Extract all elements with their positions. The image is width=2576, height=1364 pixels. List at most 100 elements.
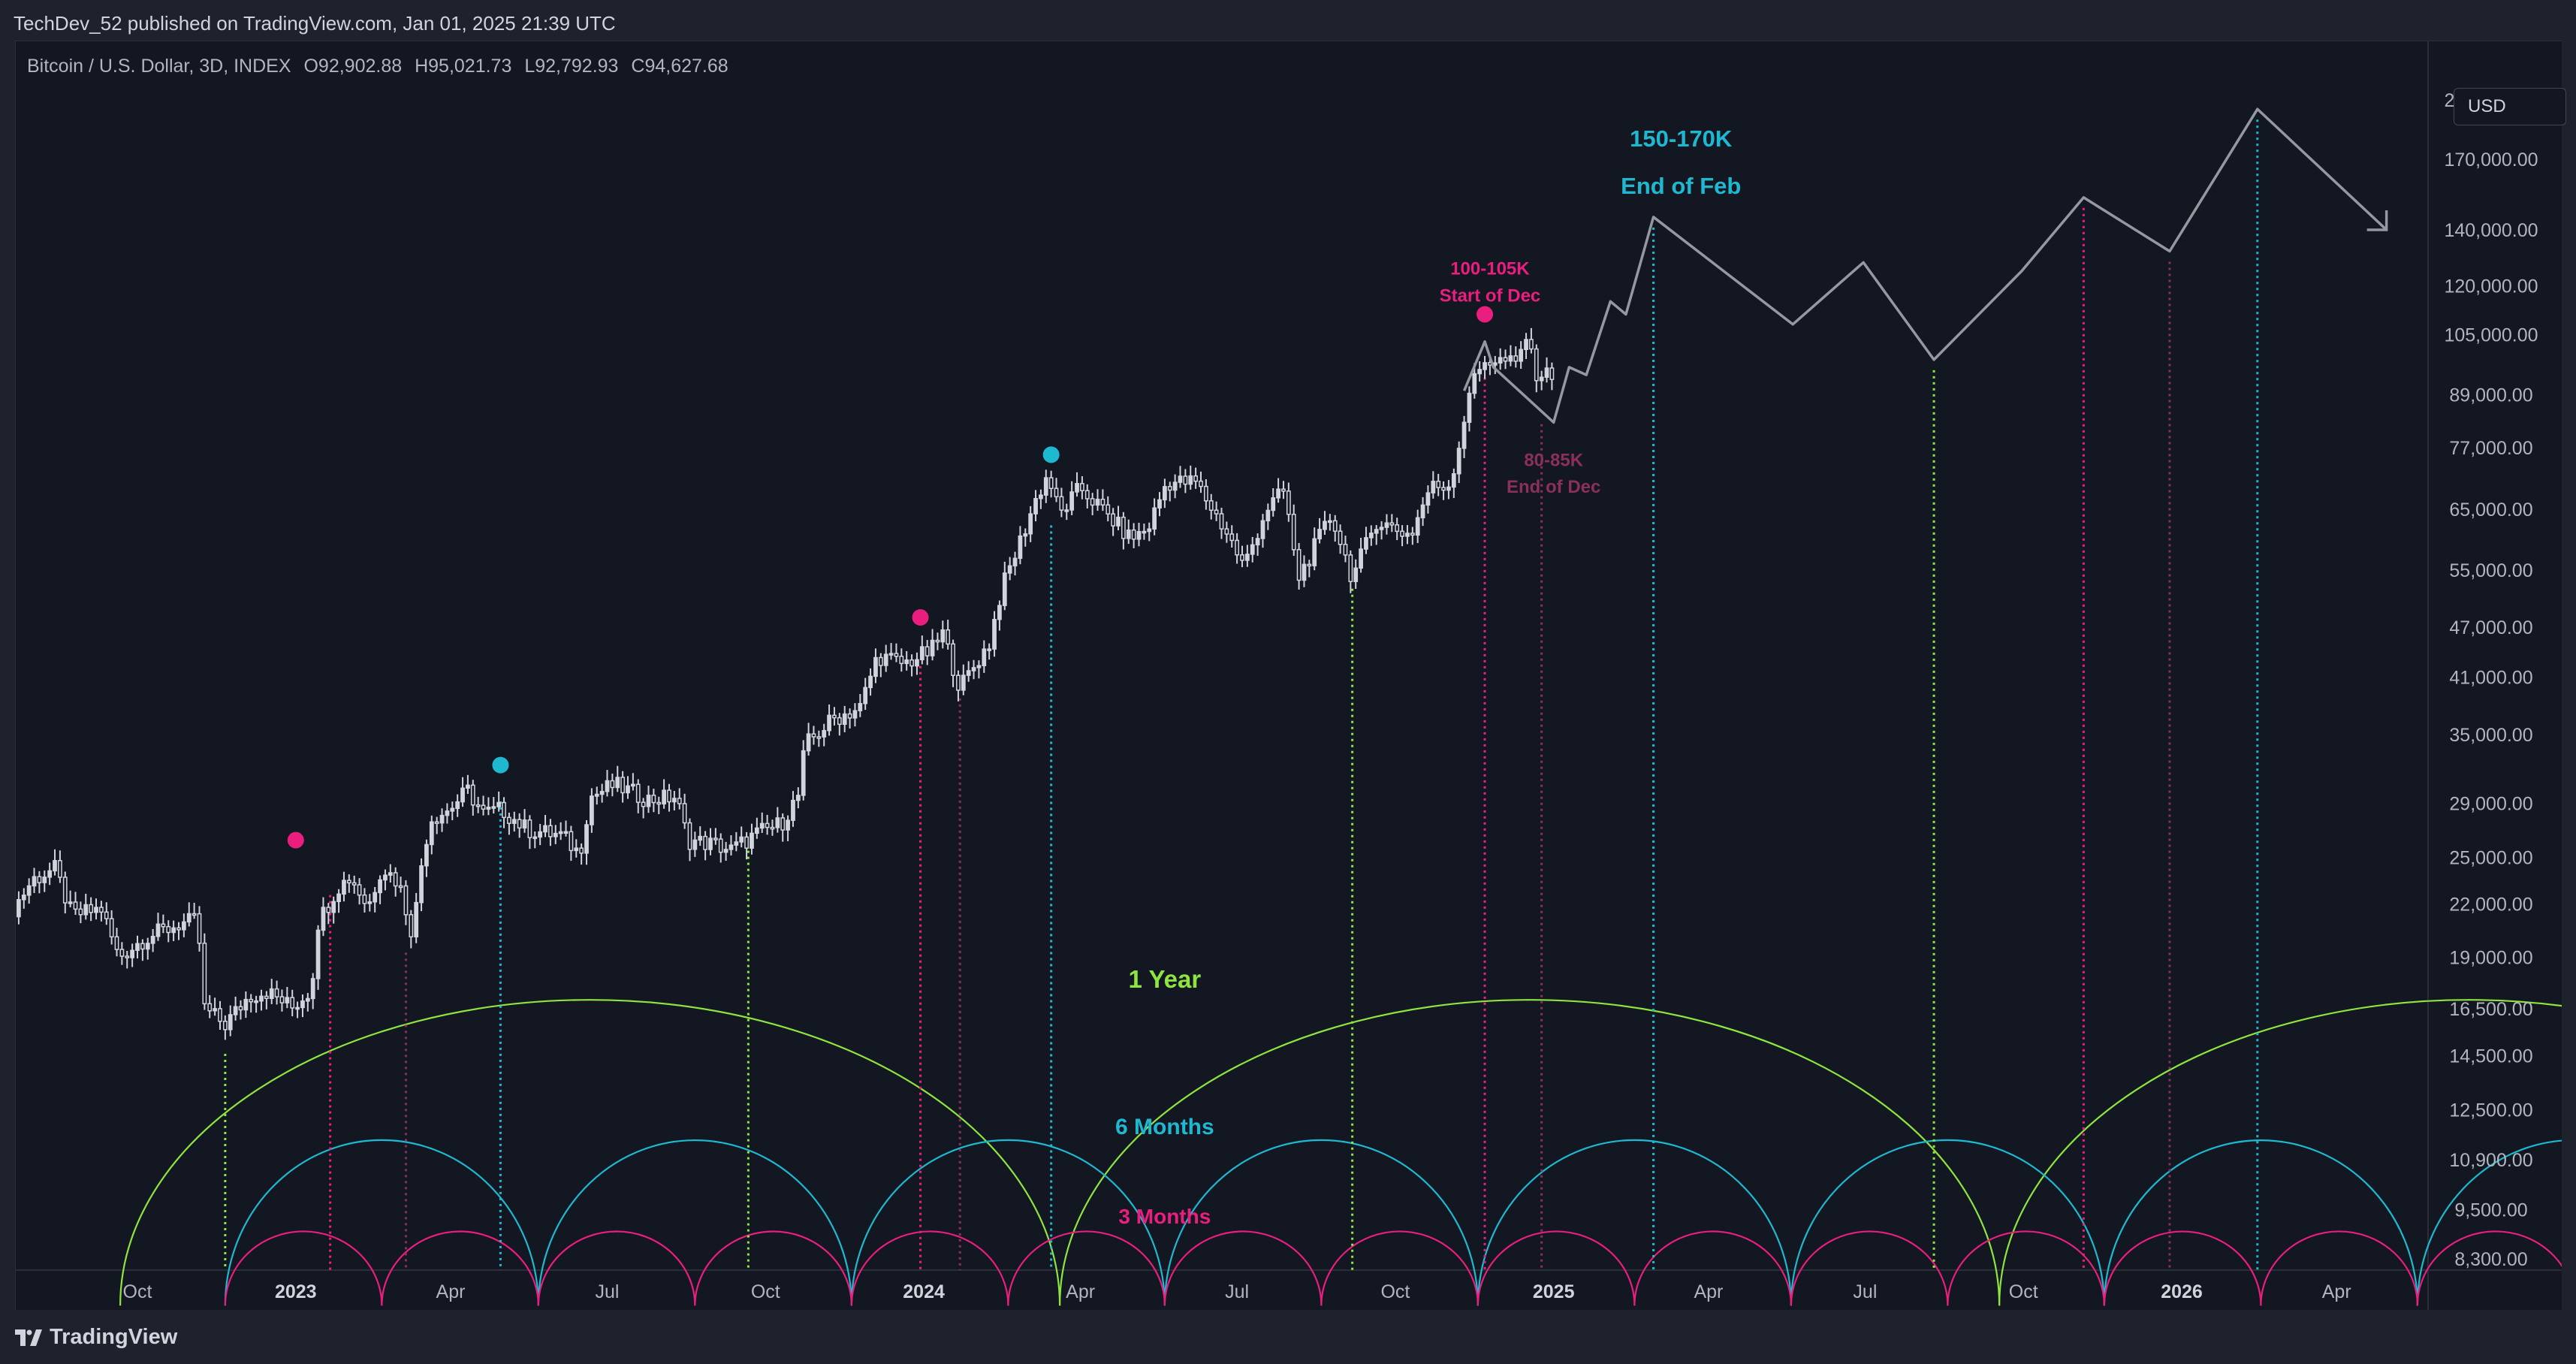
time-tick-label: Oct xyxy=(123,1281,152,1302)
candle-body xyxy=(326,907,331,913)
time-tick-label: 2026 xyxy=(2161,1281,2203,1302)
price-tick-label: 14,500.00 xyxy=(2449,1046,2532,1067)
candle-body xyxy=(1260,520,1265,539)
candle-body xyxy=(1172,481,1178,491)
candle-body xyxy=(718,838,723,853)
candle-body xyxy=(1229,533,1235,542)
candle-body xyxy=(222,1020,228,1031)
candle-body xyxy=(1100,499,1106,506)
candle-body xyxy=(398,885,403,889)
price-tick-label: 12,500.00 xyxy=(2449,1100,2532,1121)
candle-body xyxy=(703,835,707,850)
candle-body xyxy=(806,733,811,752)
candle-body xyxy=(728,844,734,850)
candle-body xyxy=(1157,499,1162,509)
candle-body xyxy=(109,918,114,938)
candle-body xyxy=(656,801,662,805)
candle-body xyxy=(1343,544,1348,556)
tradingview-logo-icon[interactable] xyxy=(14,1326,44,1349)
candle-body xyxy=(238,1006,243,1011)
candle-body xyxy=(1544,367,1549,378)
candle-body xyxy=(114,936,119,950)
candle-body xyxy=(997,605,1002,620)
price-axis-labels: 200,000.00170,000.00140,000.00120,000.00… xyxy=(2444,90,2538,1270)
candle-body xyxy=(145,943,150,950)
chart-annotation: 150-170K xyxy=(1630,125,1733,152)
cycle-arc xyxy=(1947,1231,2105,1306)
candle-body xyxy=(439,814,445,824)
cycle-arc xyxy=(1633,1230,1792,1306)
time-tick-label: Apr xyxy=(436,1281,466,1302)
chart-frame[interactable]: 150-170K End of Feb 100-105K Start of Dec 80… xyxy=(15,41,2566,1311)
candle-body xyxy=(1472,373,1477,394)
candle-body xyxy=(367,901,373,904)
candle-body xyxy=(228,1014,233,1031)
candle-body xyxy=(966,670,971,676)
candle-body xyxy=(1420,504,1425,519)
candle-body xyxy=(1338,530,1343,545)
candle-body xyxy=(1379,527,1384,530)
candle-body xyxy=(1539,376,1544,382)
price-tick-label: 25,000.00 xyxy=(2449,847,2532,868)
candle-body xyxy=(502,801,506,819)
candle-body xyxy=(842,713,847,726)
candle-body xyxy=(300,1000,305,1009)
published-header: TechDev_52 published on TradingView.com,… xyxy=(0,0,2576,41)
symbol-name: Bitcoin / U.S. Dollar, 3D, INDEX xyxy=(27,56,291,77)
candle-body xyxy=(1023,533,1028,537)
ohlc-close: C94,627.68 xyxy=(631,56,728,77)
cycle-arc xyxy=(537,1230,696,1306)
cycle-markers xyxy=(287,306,1494,849)
tradingview-brand[interactable]: TradingView xyxy=(50,1325,178,1349)
candle-body xyxy=(264,995,269,1000)
candle-body xyxy=(310,978,315,1000)
candle-body xyxy=(1400,530,1404,537)
candle-body xyxy=(1106,504,1111,515)
chart-plot[interactable]: 150-170K End of Feb 100-105K Start of Dec 80… xyxy=(16,41,2562,1311)
candle-body xyxy=(378,879,382,894)
candle-body xyxy=(811,733,816,738)
candle-body xyxy=(858,702,863,711)
candle-body xyxy=(1513,355,1519,362)
candle-body xyxy=(254,1000,258,1003)
candle-body xyxy=(827,714,831,732)
candle-body xyxy=(125,955,130,958)
candle-body xyxy=(383,874,388,881)
price-tick-label: 140,000.00 xyxy=(2444,220,2538,241)
candle-body xyxy=(1018,535,1023,560)
candle-body xyxy=(403,885,409,916)
candle-body xyxy=(155,923,161,937)
candle-body xyxy=(1524,339,1528,351)
candle-body xyxy=(1214,509,1219,515)
candle-body xyxy=(558,831,563,834)
candle-body xyxy=(517,819,522,829)
chart-annotation: End of Dec xyxy=(1507,477,1600,497)
candle-body xyxy=(744,836,749,849)
candle-body xyxy=(1048,477,1054,490)
candle-body xyxy=(837,717,842,726)
projection-arrowhead xyxy=(2366,210,2388,231)
time-tick-label: Jul xyxy=(596,1281,620,1302)
candle-body xyxy=(1415,517,1420,536)
candle-body xyxy=(171,927,176,934)
candle-body xyxy=(1508,355,1513,362)
time-tick-label: Apr xyxy=(1694,1281,1723,1302)
price-tick-label: 105,000.00 xyxy=(2444,324,2538,346)
candle-body xyxy=(150,935,155,944)
cycle-arc xyxy=(1477,1139,1792,1306)
currency-button[interactable]: USD xyxy=(2454,88,2566,125)
candle-body xyxy=(290,997,295,1009)
candle-body xyxy=(434,821,439,824)
candle-body xyxy=(393,872,398,887)
candle-body xyxy=(863,687,868,705)
candle-body xyxy=(62,877,68,904)
candle-body xyxy=(496,801,502,807)
candle-body xyxy=(1286,490,1291,515)
candle-body xyxy=(21,895,26,901)
candle-body xyxy=(243,998,249,1011)
candle-body xyxy=(662,789,667,804)
price-axis xyxy=(2428,41,2562,1311)
candle-body xyxy=(181,921,186,931)
candle-body xyxy=(1483,362,1487,370)
candle-body xyxy=(450,807,455,812)
